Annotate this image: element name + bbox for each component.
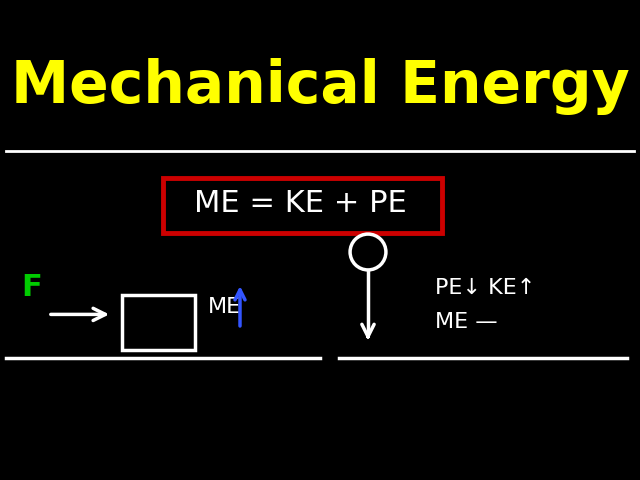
Text: F: F [22, 274, 42, 302]
Bar [122, 295, 195, 350]
Ellipse shape [350, 234, 386, 270]
Text: PE↓ KE↑: PE↓ KE↑ [435, 278, 536, 298]
Text: ME = KE + PE: ME = KE + PE [195, 190, 407, 218]
Text: ME —: ME — [435, 312, 498, 332]
Text: Mechanical Energy: Mechanical Energy [11, 58, 629, 115]
Text: ME: ME [208, 297, 241, 317]
FancyBboxPatch shape [163, 178, 442, 233]
